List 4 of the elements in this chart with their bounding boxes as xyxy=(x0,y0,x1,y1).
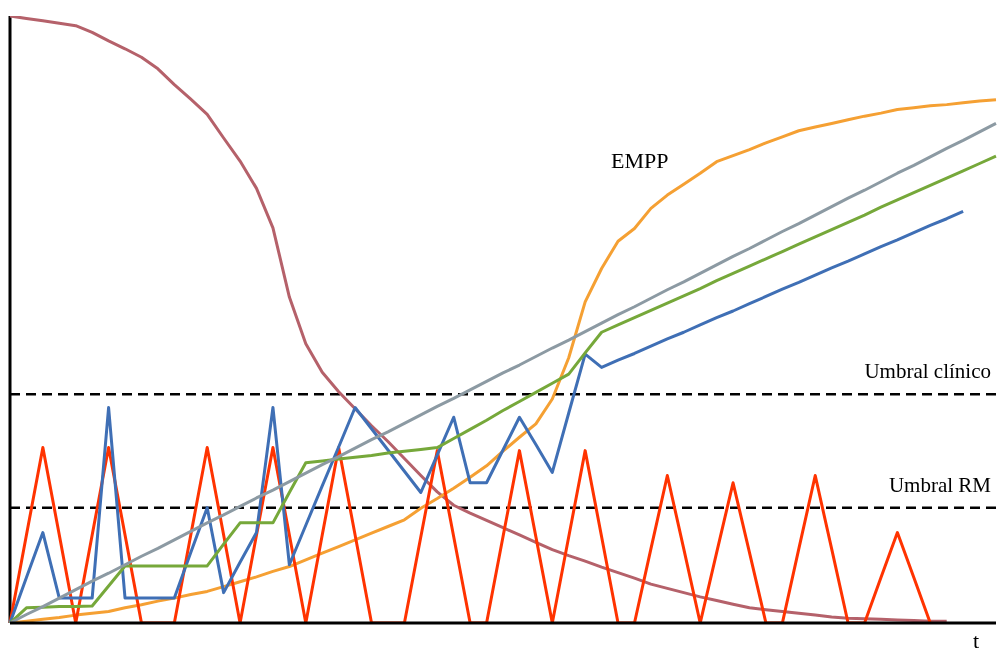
x-axis-title: t xyxy=(973,628,980,648)
ref-line-label: Umbral RM xyxy=(888,472,992,497)
ref-line-label: Umbral clínico xyxy=(864,359,991,384)
annotation: EMPP xyxy=(611,148,669,174)
